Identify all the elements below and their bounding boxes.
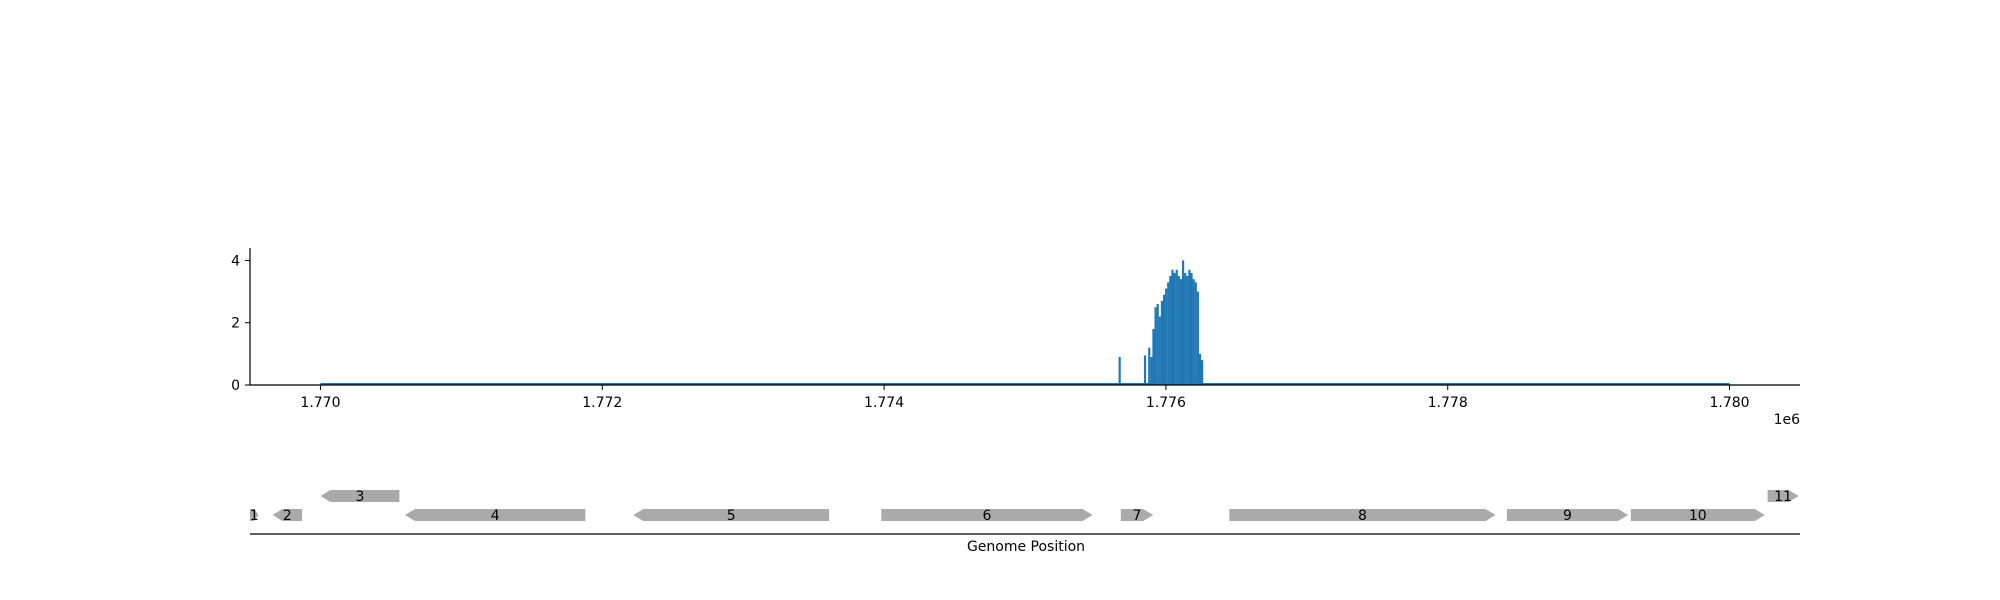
gene-arrow — [881, 509, 1093, 521]
gene-track: 1 2 3 4 5 6 7 8 9 10 11 Genome Position — [250, 489, 1800, 555]
y-axis-ticks: 0 2 4 — [231, 253, 250, 394]
x-axis-ticks: 1.770 1.772 1.774 1.776 1.778 1.780 — [300, 385, 1750, 411]
coverage-bar — [1171, 269, 1174, 385]
coverage-bar — [1162, 294, 1166, 385]
gene-arrow — [1506, 509, 1629, 521]
gene-arrow — [633, 509, 830, 521]
x-tick-label: 1.776 — [1146, 395, 1186, 411]
y-tick-label: 0 — [231, 378, 240, 394]
x-tick-label: 1.772 — [582, 395, 622, 411]
gene-label: 7 — [1133, 508, 1142, 524]
coverage-bar — [1154, 307, 1157, 385]
y-tick-label: 4 — [231, 253, 240, 269]
coverage-bar — [1179, 279, 1183, 385]
gene-label: 5 — [727, 508, 736, 524]
x-axis-offset-label: 1e6 — [1774, 412, 1801, 428]
x-axis-label: Genome Position — [967, 539, 1085, 555]
gene-arrow — [1630, 509, 1765, 521]
coverage-plot: 1.770 1.772 1.774 1.776 1.778 1.780 0 2 4 1e6 — [231, 248, 1800, 428]
gene-arrow — [272, 509, 303, 521]
coverage-bar — [1184, 272, 1187, 385]
gene-label: 11 — [1774, 489, 1792, 505]
gene-label: 1 — [250, 508, 259, 524]
coverage-bar — [1188, 269, 1191, 385]
coverage-bar — [1201, 360, 1204, 385]
gene-arrow — [320, 490, 400, 502]
coverage-bar — [1156, 304, 1159, 385]
gene-label: 6 — [983, 508, 992, 524]
x-tick-label: 1.778 — [1428, 395, 1468, 411]
coverage-bar — [1158, 316, 1161, 385]
coverage-bar — [1169, 276, 1172, 385]
gene-label: 8 — [1358, 508, 1367, 524]
coverage-bar — [1190, 272, 1193, 385]
x-tick-label: 1.780 — [1709, 395, 1749, 411]
coverage-bar — [1167, 282, 1170, 385]
gene-arrows: 1 2 3 4 5 6 7 8 9 10 11 — [250, 489, 1799, 524]
gene-arrow — [1767, 490, 1799, 502]
gene-arrow — [250, 509, 259, 521]
gene-arrow — [1120, 509, 1154, 521]
coverage-bar — [1186, 276, 1189, 385]
gene-label: 2 — [283, 508, 292, 524]
coverage-bar — [1118, 356, 1121, 385]
coverage-bar — [1196, 291, 1199, 385]
coverage-bar — [1143, 355, 1147, 385]
coverage-bar — [1160, 300, 1164, 385]
x-tick-label: 1.774 — [864, 395, 904, 411]
gene-label: 4 — [491, 508, 500, 524]
coverage-bar — [1165, 288, 1168, 385]
gene-label: 10 — [1689, 508, 1707, 524]
coverage-bar — [1148, 347, 1151, 385]
coverage-bar — [1192, 279, 1195, 385]
coverage-bar — [1181, 260, 1185, 385]
gene-arrow — [1229, 509, 1496, 521]
coverage-bars — [1118, 260, 1204, 385]
y-tick-label: 2 — [231, 316, 240, 332]
coverage-bar — [1198, 353, 1202, 385]
coverage-bar — [1150, 356, 1153, 385]
coverage-bar — [1177, 276, 1180, 385]
coverage-bar — [1152, 328, 1155, 385]
coverage-bar — [1194, 282, 1197, 385]
coverage-bar — [1175, 269, 1178, 385]
x-tick-label: 1.770 — [300, 395, 340, 411]
gene-label: 9 — [1563, 508, 1572, 524]
gene-label: 3 — [355, 489, 364, 505]
coverage-bar — [1173, 272, 1176, 385]
gene-arrow — [405, 509, 586, 521]
